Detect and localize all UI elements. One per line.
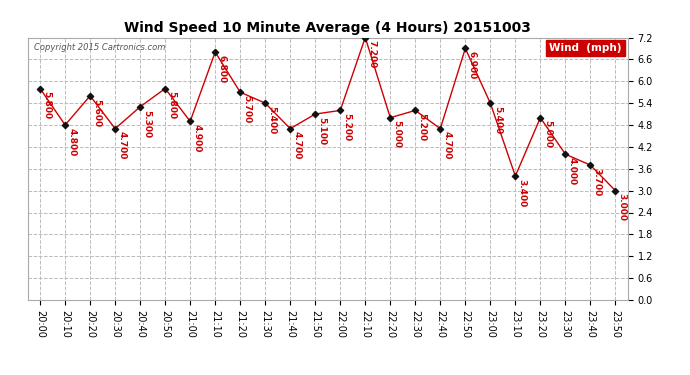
- Text: 7.200: 7.200: [368, 40, 377, 69]
- Point: [34, 86, 46, 92]
- Text: 5.100: 5.100: [317, 117, 326, 145]
- Point: [210, 49, 221, 55]
- Text: 4.700: 4.700: [293, 131, 302, 160]
- Text: 4.900: 4.900: [193, 124, 201, 153]
- Point: [410, 107, 421, 113]
- Text: 5.800: 5.800: [43, 92, 52, 120]
- Text: 5.600: 5.600: [92, 99, 101, 127]
- Point: [310, 111, 321, 117]
- Point: [335, 107, 346, 113]
- Text: 4.700: 4.700: [117, 131, 126, 160]
- Point: [535, 115, 546, 121]
- Text: 3.400: 3.400: [518, 179, 526, 207]
- Text: 6.800: 6.800: [217, 55, 226, 83]
- Text: 4.700: 4.700: [443, 131, 452, 160]
- Text: 6.900: 6.900: [468, 51, 477, 80]
- Text: 5.400: 5.400: [493, 106, 502, 134]
- Text: 5.200: 5.200: [417, 113, 426, 141]
- Text: 3.700: 3.700: [593, 168, 602, 196]
- Point: [135, 104, 146, 110]
- Point: [159, 86, 170, 92]
- Point: [59, 122, 70, 128]
- Text: 4.000: 4.000: [568, 157, 577, 185]
- Title: Wind Speed 10 Minute Average (4 Hours) 20151003: Wind Speed 10 Minute Average (4 Hours) 2…: [124, 21, 531, 35]
- Text: 5.700: 5.700: [243, 95, 252, 123]
- Text: Wind  (mph): Wind (mph): [549, 43, 622, 53]
- Point: [560, 151, 571, 157]
- Point: [259, 100, 270, 106]
- Text: 5.000: 5.000: [393, 120, 402, 148]
- Point: [460, 45, 471, 51]
- Text: 5.200: 5.200: [343, 113, 352, 141]
- Text: 5.400: 5.400: [268, 106, 277, 134]
- Point: [435, 126, 446, 132]
- Point: [485, 100, 496, 106]
- Text: 5.000: 5.000: [543, 120, 552, 148]
- Point: [585, 162, 596, 168]
- Text: 5.300: 5.300: [143, 110, 152, 138]
- Point: [110, 126, 121, 132]
- Point: [510, 173, 521, 179]
- Text: 3.000: 3.000: [618, 194, 627, 221]
- Text: Copyright 2015 Cartronics.com: Copyright 2015 Cartronics.com: [34, 43, 165, 52]
- Point: [85, 93, 96, 99]
- Point: [385, 115, 396, 121]
- Point: [235, 89, 246, 95]
- Text: 4.800: 4.800: [68, 128, 77, 156]
- Point: [610, 188, 621, 194]
- Point: [285, 126, 296, 132]
- Point: [185, 118, 196, 124]
- Text: 5.800: 5.800: [168, 92, 177, 120]
- Point: [359, 34, 371, 40]
